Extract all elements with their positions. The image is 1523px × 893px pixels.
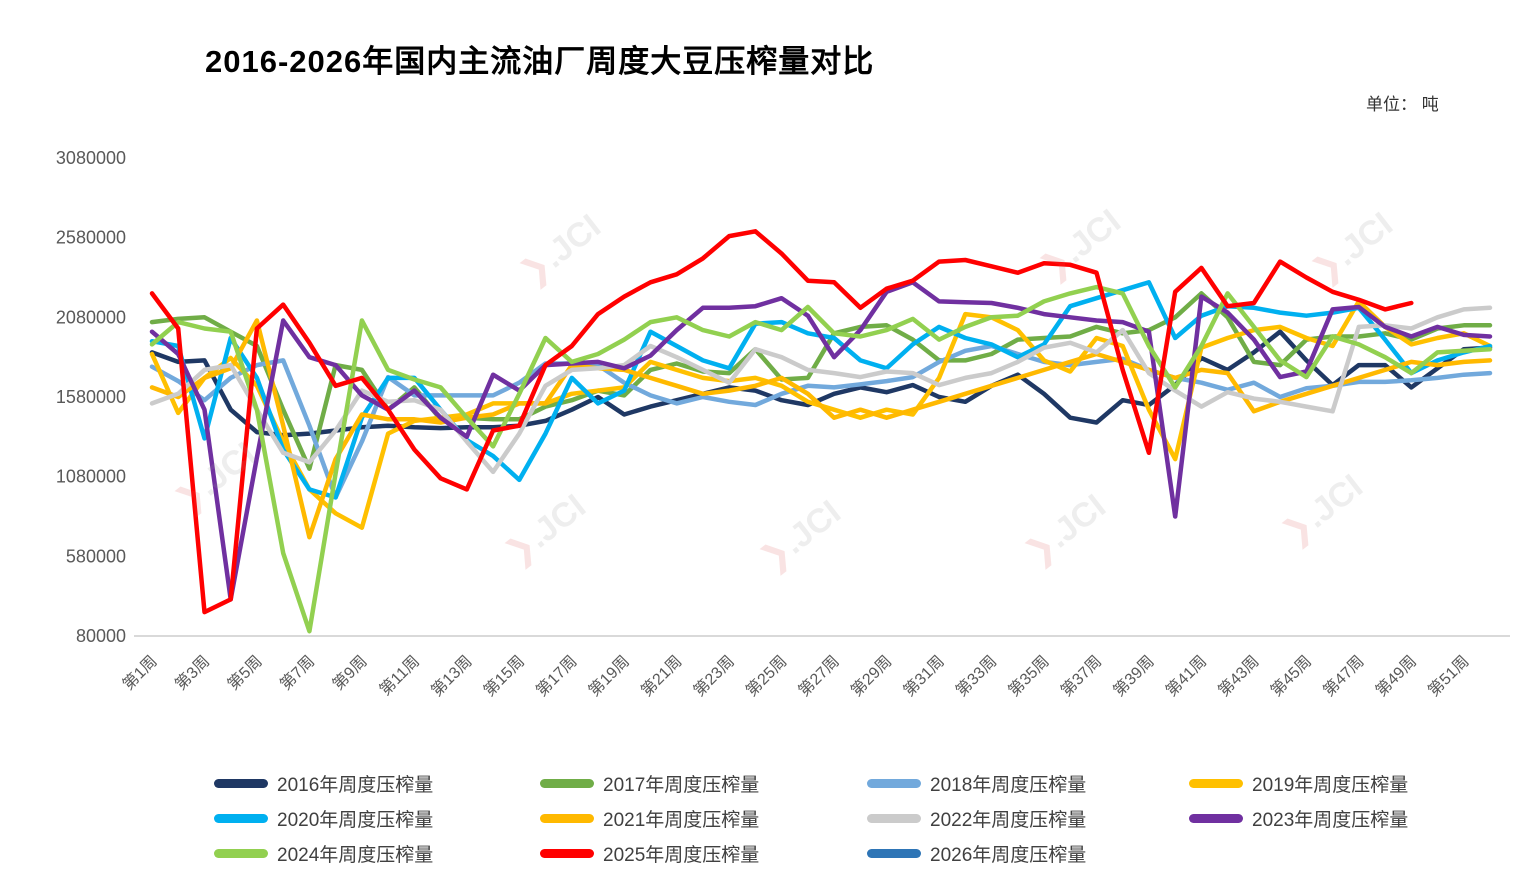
x-tick-label: 第45周 xyxy=(1267,652,1315,700)
legend-swatch-2021 xyxy=(540,813,594,823)
chart-title: 2016-2026年国内主流油厂周度大豆压榨量对比 xyxy=(205,44,875,79)
series-line-2024 xyxy=(149,284,1493,634)
x-tick-label: 第41周 xyxy=(1162,652,1210,700)
x-tick-label: 第39周 xyxy=(1110,652,1158,700)
x-tick-label: 第23周 xyxy=(690,652,738,700)
legend-swatch-2017 xyxy=(540,778,594,788)
x-tick-label: 第35周 xyxy=(1005,652,1053,700)
legend-swatch-2020 xyxy=(214,813,268,823)
y-tick-label: 80000 xyxy=(76,626,126,646)
x-tick-label: 第33周 xyxy=(952,652,1000,700)
legend-swatch-2023 xyxy=(1189,813,1243,823)
y-axis-labels: 80000 580000 1080000 1580000 2080000 2580000 3… xyxy=(56,148,126,646)
x-tick-label: 第11周 xyxy=(376,652,423,699)
x-tick-label: 第29周 xyxy=(847,652,895,700)
legend-item-2020: 2020年周度压榨量 xyxy=(214,807,540,831)
legend-swatch-2026 xyxy=(867,848,921,858)
series-line-2023 xyxy=(149,280,1493,602)
legend-label-2025: 2025年周度压榨量 xyxy=(603,844,760,866)
y-tick-label: 580000 xyxy=(66,546,126,566)
series-lines xyxy=(149,229,1493,634)
x-tick-label: 第17周 xyxy=(533,652,581,700)
x-tick-label: 第3周 xyxy=(172,652,214,694)
chart-legend: 2016年周度压榨量 2017年周度压榨量 2018年周度压榨量 2019年周度压榨量… xyxy=(214,772,1509,866)
legend-item-2019: 2019年周度压榨量 xyxy=(1189,772,1509,796)
unit-label: 单位： 吨 xyxy=(1366,95,1439,114)
x-tick-label: 第15周 xyxy=(480,652,528,700)
y-tick-label: 2080000 xyxy=(56,307,126,327)
legend-label-2023: 2023年周度压榨量 xyxy=(1252,809,1409,831)
legend-swatch-2024 xyxy=(214,848,268,858)
legend-label-2017: 2017年周度压榨量 xyxy=(603,774,760,796)
x-tick-label: 第21周 xyxy=(638,652,686,700)
x-tick-label: 第49周 xyxy=(1372,652,1420,700)
legend-item-2021: 2021年周度压榨量 xyxy=(540,807,867,831)
legend-label-2018: 2018年周度压榨量 xyxy=(930,774,1087,796)
x-tick-label: 第47周 xyxy=(1320,652,1368,700)
series-line-2017 xyxy=(149,291,1493,471)
x-tick-label: 第43周 xyxy=(1215,652,1263,700)
x-tick-label: 第37周 xyxy=(1057,652,1105,700)
legend-label-2021: 2021年周度压榨量 xyxy=(603,809,760,831)
x-tick-label: 第9周 xyxy=(329,652,371,694)
legend-label-2020: 2020年周度压榨量 xyxy=(277,809,434,831)
legend-swatch-2016 xyxy=(214,778,268,788)
legend-label-2026: 2026年周度压榨量 xyxy=(930,844,1087,866)
legend-label-2019: 2019年周度压榨量 xyxy=(1252,774,1409,796)
series-line-2018 xyxy=(149,343,1493,500)
legend-item-2022: 2022年周度压榨量 xyxy=(867,807,1189,831)
legend-label-2016: 2016年周度压榨量 xyxy=(277,774,434,796)
legend-swatch-2018 xyxy=(867,778,921,788)
legend-swatch-2025 xyxy=(540,848,594,858)
legend-swatch-2019 xyxy=(1189,778,1243,788)
x-axis-labels: 第1周 第3周 第5周 第7周 第9周 第11周 第13周 第15周 第17周 第19周 第21周第… xyxy=(119,652,1472,700)
y-tick-label: 2580000 xyxy=(56,228,126,248)
x-tick-label: 第27周 xyxy=(795,652,843,700)
legend-item-2023: 2023年周度压榨量 xyxy=(1189,807,1509,831)
x-tick-label: 第31周 xyxy=(900,652,948,700)
x-tick-label: 第19周 xyxy=(585,652,633,700)
legend-item-2024: 2024年周度压榨量 xyxy=(214,842,540,866)
x-tick-label: 第13周 xyxy=(428,652,476,700)
y-tick-label: 3080000 xyxy=(56,148,126,168)
legend-swatch-2022 xyxy=(867,813,921,823)
y-tick-label: 1580000 xyxy=(56,387,126,407)
x-tick-label: 第51周 xyxy=(1425,652,1473,700)
legend-label-2022: 2022年周度压榨量 xyxy=(930,809,1087,831)
series-line-2021 xyxy=(149,318,1493,540)
legend-item-2017: 2017年周度压榨量 xyxy=(540,772,867,796)
legend-item-2018: 2018年周度压榨量 xyxy=(867,772,1189,796)
x-tick-label: 第7周 xyxy=(277,652,319,694)
legend-item-2026: 2026年周度压榨量 xyxy=(867,842,1189,866)
x-tick-label: 第25周 xyxy=(743,652,791,700)
series-line-2025 xyxy=(149,229,1414,615)
legend-label-2024: 2024年周度压榨量 xyxy=(277,844,434,866)
x-tick-label: 第1周 xyxy=(119,652,161,694)
legend-item-2025: 2025年周度压榨量 xyxy=(540,842,867,866)
x-tick-label: 第5周 xyxy=(224,652,266,694)
legend-item-2016: 2016年周度压榨量 xyxy=(214,772,540,796)
y-tick-label: 1080000 xyxy=(56,467,126,487)
